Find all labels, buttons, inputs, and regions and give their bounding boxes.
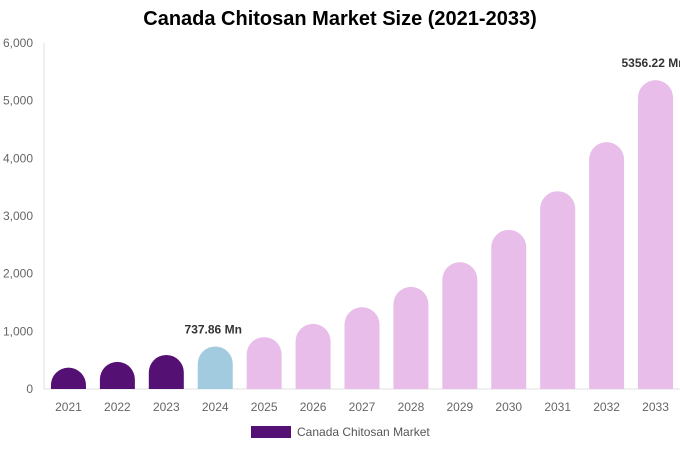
legend-swatch — [251, 426, 291, 438]
bar-2033 — [638, 80, 674, 390]
legend: Canada Chitosan Market — [251, 425, 430, 439]
bar-2030 — [491, 229, 527, 389]
x-tick-label: 2030 — [495, 400, 522, 414]
x-tick-label: 2033 — [642, 400, 669, 414]
bar-2028 — [393, 286, 429, 389]
data-label: 5356.22 Mn — [622, 56, 680, 70]
bar-2021 — [50, 367, 86, 389]
bar-2032 — [589, 142, 625, 389]
bar-2026 — [295, 323, 331, 389]
x-tick-label: 2032 — [593, 400, 620, 414]
bar-2022 — [99, 361, 135, 389]
x-tick-label: 2031 — [544, 400, 571, 414]
bar-2029 — [442, 262, 478, 389]
x-tick-label: 2025 — [251, 400, 278, 414]
y-tick-label: 3,000 — [3, 209, 33, 223]
bar-2027 — [344, 307, 380, 389]
bar-2025 — [246, 337, 282, 389]
x-tick-label: 2029 — [446, 400, 473, 414]
y-tick-label: 2,000 — [3, 267, 33, 281]
y-tick-label: 6,000 — [3, 36, 33, 50]
legend-label: Canada Chitosan Market — [297, 425, 430, 439]
x-tick-label: 2024 — [202, 400, 229, 414]
x-tick-label: 2021 — [55, 400, 82, 414]
y-tick-label: 4,000 — [3, 151, 33, 165]
bar-2024 — [197, 346, 233, 389]
y-tick-label: 0 — [26, 382, 33, 396]
x-tick-label: 2023 — [153, 400, 180, 414]
x-tick-label: 2022 — [104, 400, 131, 414]
bar-2023 — [148, 354, 184, 389]
y-tick-label: 5,000 — [3, 94, 33, 108]
x-tick-label: 2028 — [398, 400, 425, 414]
bar-2031 — [540, 191, 576, 389]
data-label: 737.86 Mn — [185, 322, 242, 336]
y-tick-label: 1,000 — [3, 324, 33, 338]
x-tick-label: 2026 — [300, 400, 327, 414]
chart-title: Canada Chitosan Market Size (2021-2033) — [143, 8, 537, 30]
x-tick-label: 2027 — [349, 400, 376, 414]
